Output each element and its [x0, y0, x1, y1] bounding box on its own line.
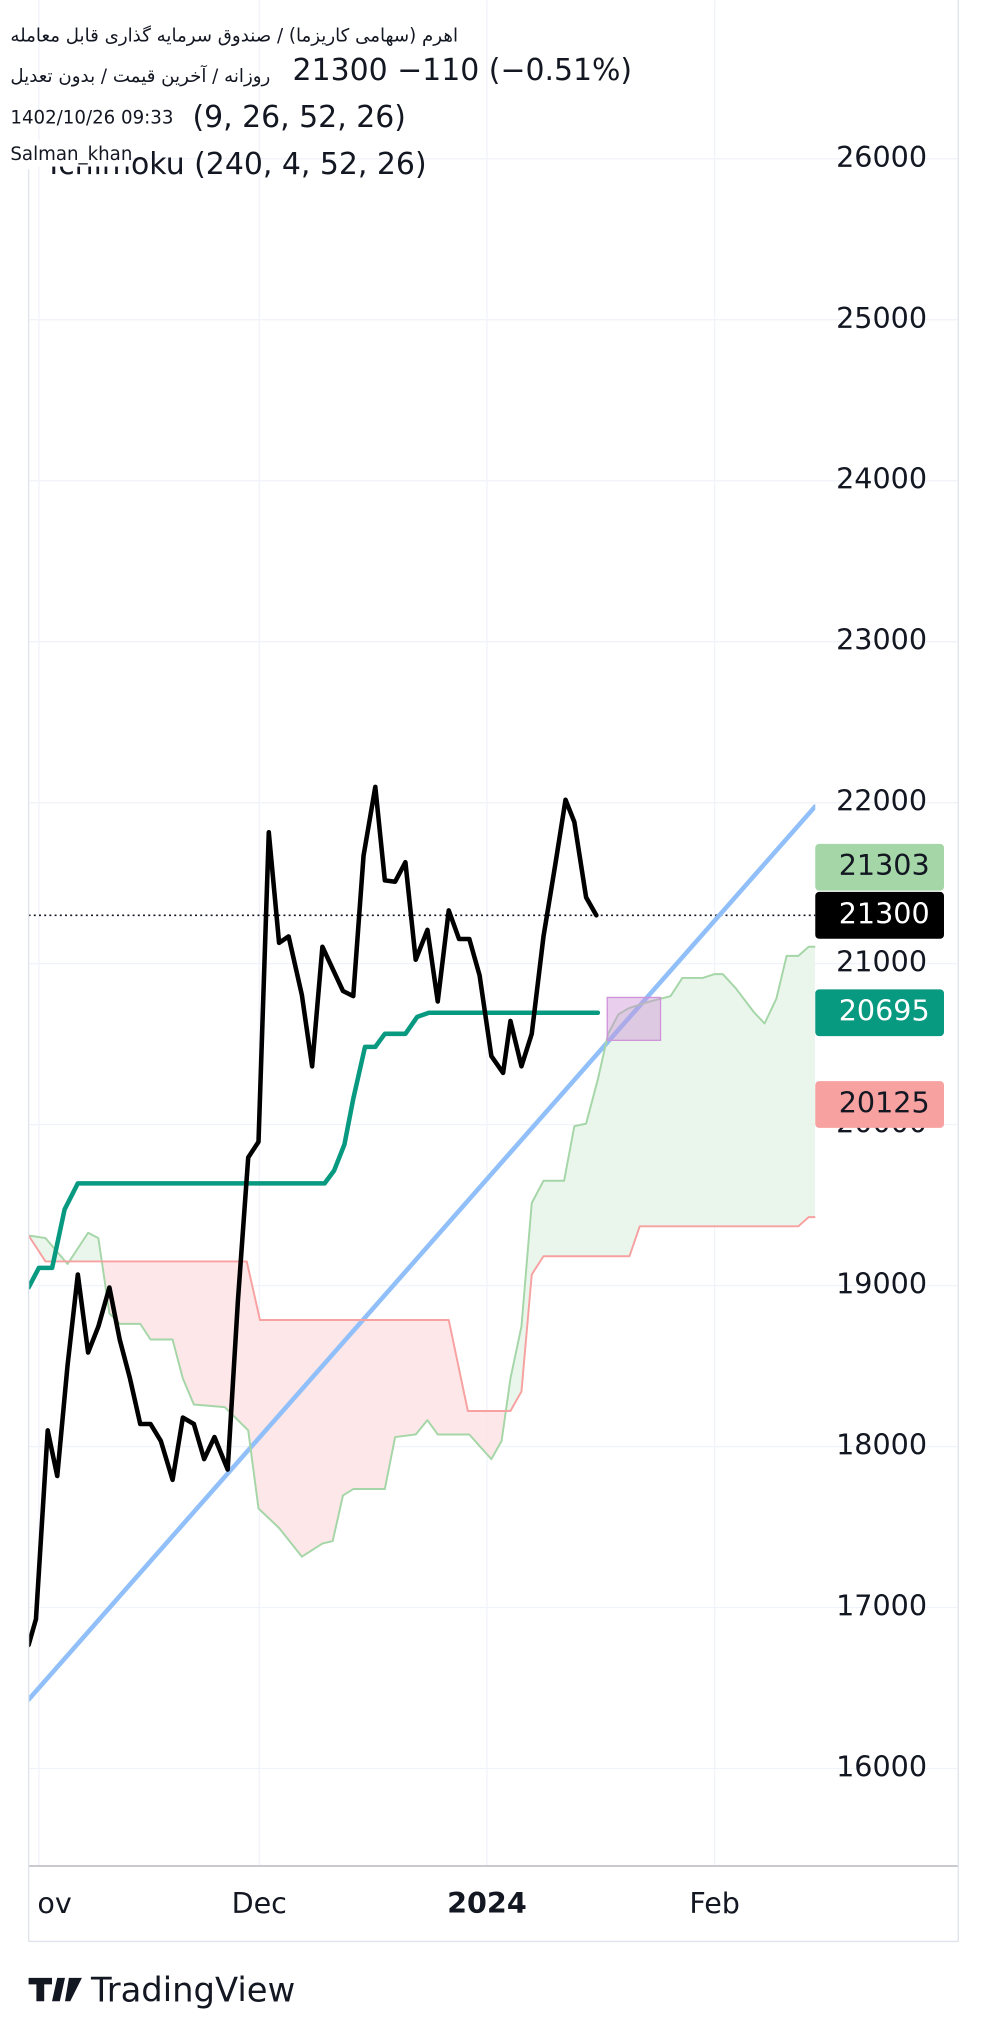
- y-tick-label: 23000: [836, 623, 927, 657]
- timestamp: 1402/10/26 09:33: [10, 107, 173, 128]
- settings: روزانه / آخرین قیمت / بدون تعدیل: [10, 64, 270, 87]
- x-tick-label: ov: [37, 1886, 71, 1920]
- header: اهرم (سهامی کاریزما) / صندوق سرمایه گذار…: [7, 25, 633, 182]
- price-label: 20125: [839, 1085, 930, 1119]
- series-line: [28, 784, 599, 1648]
- brand: TradingView: [28, 1971, 295, 2010]
- frame: [27, 0, 959, 1943]
- price-label: 20695: [839, 994, 930, 1028]
- y-tick-label: 19000: [836, 1267, 927, 1301]
- author: Salman_khan: [10, 144, 132, 165]
- series-line: [28, 1216, 816, 1412]
- x-tick-label: 2024: [447, 1886, 527, 1920]
- y-tick-label: 26000: [836, 140, 927, 174]
- x-tick-label: Dec: [232, 1886, 287, 1920]
- price-label-box: [815, 891, 944, 939]
- y-tick-label: 21000: [836, 945, 927, 979]
- quote: 21300 −110 (−0.51%): [293, 53, 633, 88]
- indicator-legend: (9, 26, 52, 26): [192, 100, 405, 135]
- price-label: 21300: [839, 896, 930, 930]
- highlight-box: [606, 996, 662, 1042]
- y-tick-label: 17000: [836, 1589, 927, 1623]
- brand-name: TradingView: [90, 1971, 295, 2010]
- price-label: 21303: [839, 848, 930, 882]
- y-tick-label: 24000: [836, 462, 927, 496]
- brand-logo: [28, 1977, 82, 2002]
- series-line: [28, 1010, 601, 1290]
- series-line: [28, 945, 816, 1558]
- y-tick-label: 16000: [836, 1749, 927, 1783]
- y-tick-label: 25000: [836, 301, 927, 335]
- series-line: [28, 804, 816, 1702]
- author-bg: [7, 140, 131, 167]
- price-label-box: [815, 843, 944, 891]
- symbol: اهرم (سهامی کاریزما) / صندوق سرمایه گذار…: [10, 25, 458, 47]
- y-tick-label: 18000: [836, 1428, 927, 1462]
- y-tick-label: 22000: [836, 784, 927, 818]
- x-tick-label: Feb: [689, 1886, 740, 1920]
- price-label-box: [815, 989, 944, 1037]
- price-label-box: [815, 1081, 944, 1128]
